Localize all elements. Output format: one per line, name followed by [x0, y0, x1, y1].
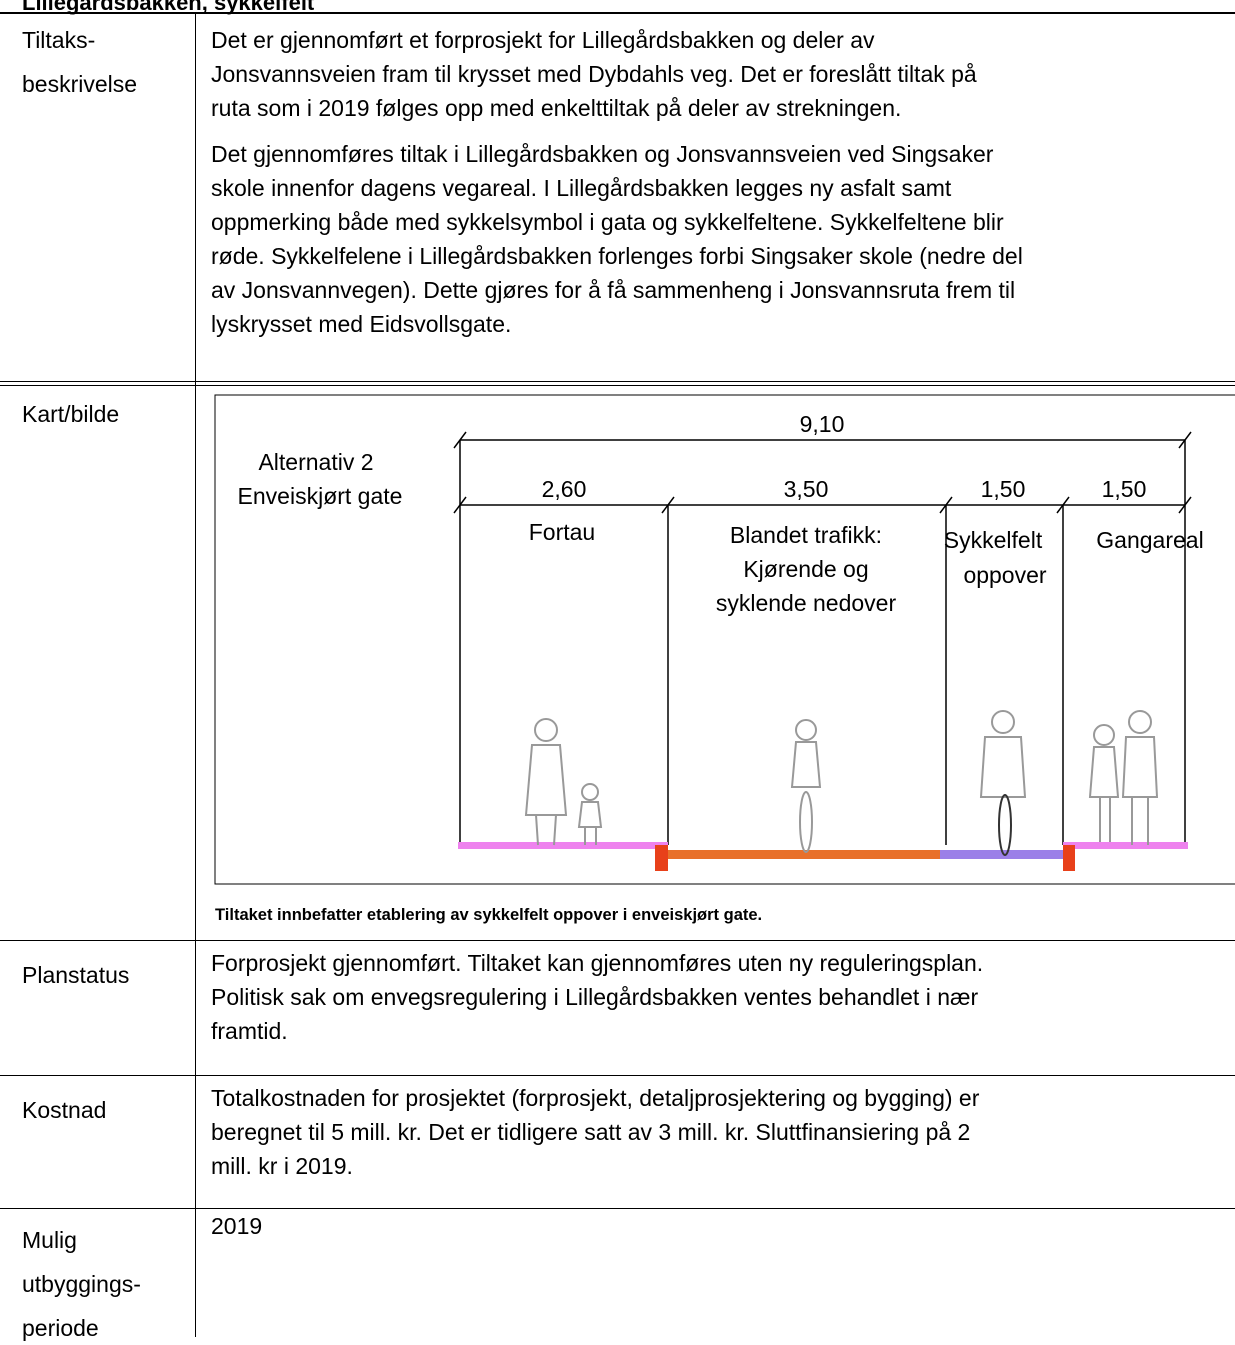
- text-line: Det er gjennomført et forprosjekt for Li…: [211, 27, 875, 53]
- rule: [0, 385, 1235, 386]
- lane-label: syklende nedover: [716, 590, 897, 616]
- dimension: 2,60: [542, 476, 587, 502]
- text-line: mill. kr i 2019.: [211, 1153, 353, 1179]
- column-rule: [195, 14, 196, 1337]
- alt-label: Alternativ 2: [258, 449, 373, 475]
- text-line: ruta som i 2019 følges opp med enkelttil…: [211, 95, 902, 121]
- people: [524, 710, 1159, 856]
- diagram: Alternativ 2 Enveiskjørt gate 9,10 2,60 …: [214, 394, 1235, 885]
- rule: [0, 1208, 1235, 1209]
- row-label: Kart/bilde: [22, 401, 120, 427]
- row-label: Mulig: [22, 1227, 77, 1253]
- text-line: Jonsvannsveien fram til krysset med Dybd…: [211, 61, 977, 87]
- lane-label: Sykkelfelt: [944, 527, 1043, 553]
- lane-label: oppover: [963, 562, 1046, 588]
- rule: [0, 381, 1235, 382]
- dimension: 3,50: [784, 476, 829, 502]
- row-label: utbyggings-: [22, 1271, 141, 1297]
- dimension: 1,50: [1102, 476, 1147, 502]
- alt-label: Enveiskjørt gate: [238, 483, 403, 509]
- text-line: Politisk sak om envegsregulering i Lille…: [211, 984, 979, 1010]
- lane-label: Gangareal: [1096, 527, 1203, 553]
- lane-label: Blandet trafikk:: [730, 522, 882, 548]
- text-line: oppmerking både med sykkelsymbol i gata …: [211, 209, 1004, 235]
- text-line: Det gjennomføres tiltak i Lillegårdsbakk…: [211, 141, 994, 167]
- row-label: Tiltaks-: [22, 27, 96, 53]
- row-label: periode: [22, 1315, 99, 1341]
- rule: [0, 1075, 1235, 1076]
- rule: [0, 12, 1235, 14]
- row-label: Planstatus: [22, 962, 130, 988]
- text-line: 2019: [211, 1213, 263, 1239]
- row-label: Kostnad: [22, 1097, 107, 1123]
- text-line: Forprosjekt gjennomført. Tiltaket kan gj…: [211, 950, 984, 976]
- text-line: beregnet til 5 mill. kr. Det er tidliger…: [211, 1119, 971, 1145]
- title: Lillegårdsbakken, sykkelfelt: [22, 0, 315, 15]
- text-line: røde. Sykkelfelene i Lillegårdsbakken fo…: [211, 243, 1023, 269]
- dimension: 9,10: [800, 411, 845, 437]
- text-line: Totalkostnaden for prosjektet (forprosje…: [211, 1085, 980, 1111]
- caption: Tiltaket innbefatter etablering av sykke…: [215, 906, 763, 924]
- figure-frame: [214, 394, 1235, 885]
- ground: [458, 842, 1188, 871]
- dimension: 1,50: [981, 476, 1026, 502]
- dimension-lines: [453, 431, 1192, 845]
- lane-label: Kjørende og: [743, 556, 868, 582]
- text-line: av Jonsvannvegen). Dette gjøres for å få…: [211, 277, 1016, 303]
- text-line: lyskrysset med Eidsvollsgate.: [211, 311, 512, 337]
- text-line: skole innenfor dagens vegareal. I Lilleg…: [211, 175, 952, 201]
- lane-label: Fortau: [529, 519, 595, 545]
- rule: [0, 940, 1235, 941]
- text-line: framtid.: [211, 1018, 288, 1044]
- row-label: beskrivelse: [22, 71, 138, 97]
